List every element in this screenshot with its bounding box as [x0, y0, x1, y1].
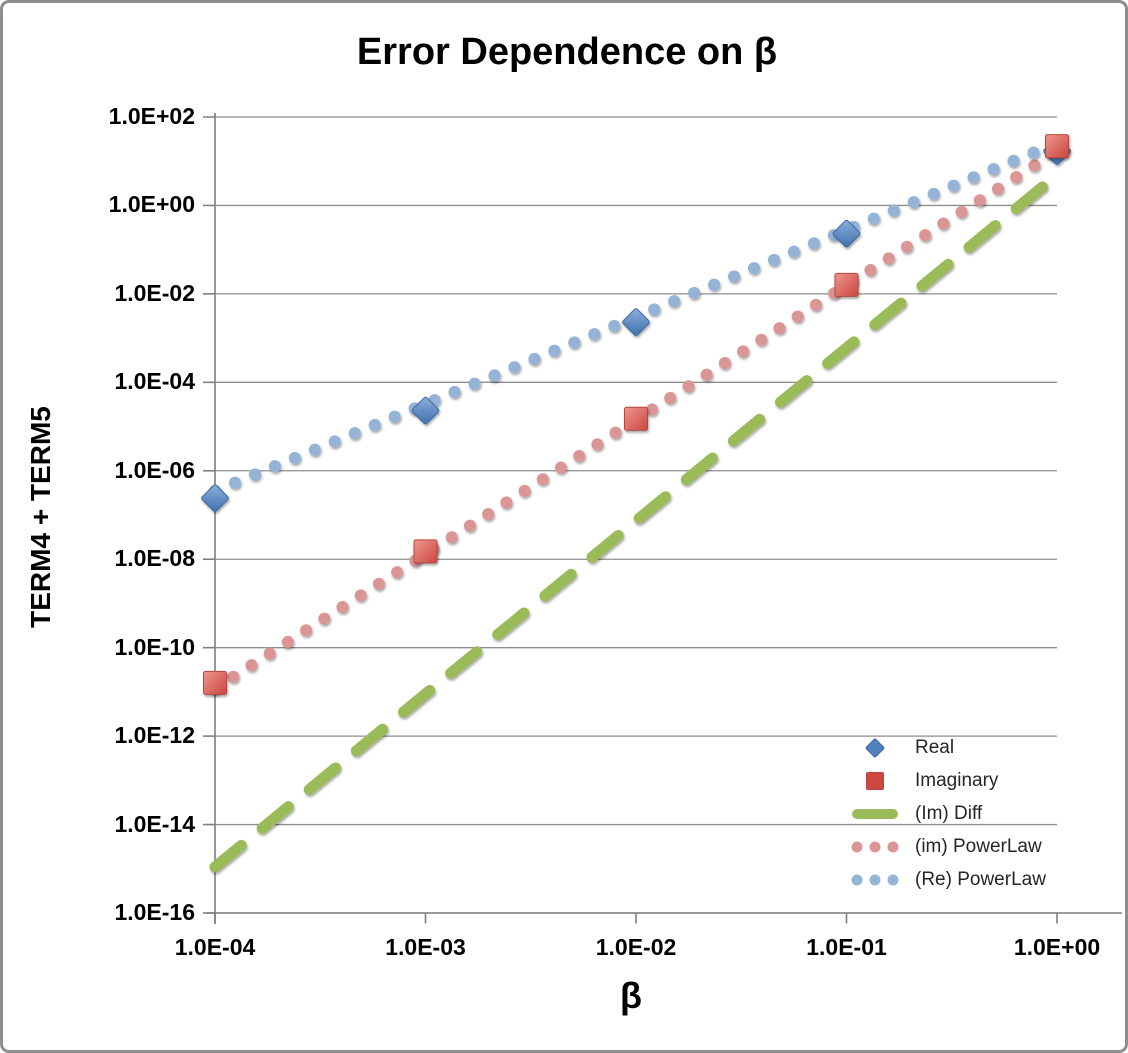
legend-item-imaginary: Imaginary [845, 764, 1046, 797]
legend-label: (Im) Diff [915, 802, 983, 824]
x-tick-label: 1.0E+00 [1013, 934, 1101, 960]
y-tick-label: 1.0E-12 [114, 722, 195, 749]
x-tick-label: 1.0E-03 [385, 934, 466, 960]
legend-label: Imaginary [915, 769, 999, 791]
data-point-diamond [411, 396, 440, 425]
series-points-real [201, 137, 1071, 512]
y-tick-label: 1.0E-16 [114, 899, 195, 925]
trend-line [209, 169, 1063, 873]
y-axis-title: TERM4 + TERM5 [25, 406, 56, 628]
data-point-square [413, 539, 438, 564]
series-points-imaginary [203, 134, 1069, 695]
data-point-square [834, 272, 859, 297]
x-axis-title: β [620, 975, 642, 1016]
y-tick-label: 1.0E-04 [114, 368, 195, 395]
data-point-square [1045, 134, 1069, 159]
data-point-diamond [832, 219, 861, 248]
diamond-icon [845, 736, 905, 760]
y-tick-label: 1.0E-02 [114, 279, 195, 306]
x-tick-label: 1.0E-01 [806, 934, 887, 960]
data-point-diamond [201, 484, 229, 512]
dots-icon [845, 840, 905, 854]
dots-icon [845, 873, 905, 887]
legend-item-im-diff: (Im) Diff [845, 797, 1046, 830]
y-tick-label: 1.0E-08 [114, 545, 195, 572]
y-tick-label: 1.0E+02 [108, 103, 195, 129]
y-tick-label: 1.0E-14 [114, 810, 195, 837]
legend: Real Imaginary (Im) Diff (im) PowerLaw [845, 731, 1046, 896]
data-point-square [624, 406, 648, 431]
chart-title: Error Dependence on β [356, 31, 778, 73]
y-tick-label: 1.0E+00 [108, 191, 195, 218]
x-tick-label: 1.0E-02 [595, 934, 677, 960]
square-icon [845, 769, 905, 793]
legend-label: (im) PowerLaw [915, 835, 1042, 857]
y-tick-label: 1.0E-10 [114, 633, 195, 660]
data-point-diamond [622, 308, 650, 336]
series-line--im-diff [209, 169, 1063, 873]
y-tick-label: 1.0E-06 [114, 456, 195, 483]
legend-item-real: Real [845, 731, 1046, 764]
legend-item-im-powerlaw: (im) PowerLaw [845, 830, 1046, 863]
x-tick-label: 1.0E-04 [174, 934, 256, 960]
legend-label: (Re) PowerLaw [915, 868, 1046, 890]
data-point-square [203, 670, 227, 695]
legend-item-re-powerlaw: (Re) PowerLaw [845, 863, 1046, 896]
plot-canvas [201, 113, 1122, 924]
dash-icon [845, 807, 905, 821]
legend-label: Real [915, 736, 955, 758]
